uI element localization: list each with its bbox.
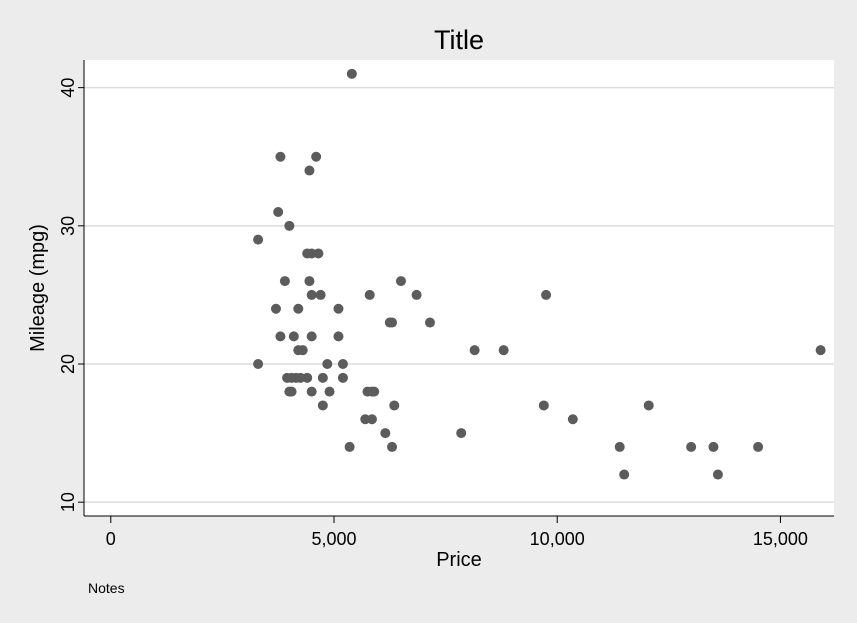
data-point bbox=[686, 441, 697, 452]
data-point bbox=[322, 359, 333, 369]
data-point bbox=[411, 289, 422, 300]
data-point bbox=[395, 276, 406, 287]
data-point bbox=[643, 400, 654, 411]
x-tick-label: 5,000 bbox=[311, 529, 356, 549]
data-point bbox=[306, 386, 317, 397]
data-point bbox=[253, 359, 264, 369]
data-point bbox=[619, 469, 630, 480]
x-tick-label: 15,000 bbox=[753, 529, 808, 549]
data-point bbox=[279, 276, 290, 287]
data-point bbox=[541, 289, 552, 300]
data-point bbox=[313, 248, 324, 259]
data-point bbox=[614, 441, 625, 452]
data-point bbox=[306, 331, 317, 342]
data-point bbox=[538, 400, 549, 411]
data-point bbox=[469, 345, 480, 356]
grid-lines bbox=[84, 86, 834, 503]
data-point bbox=[333, 303, 344, 314]
data-point bbox=[337, 372, 348, 383]
y-tick-label: 30 bbox=[58, 216, 78, 236]
data-point bbox=[815, 345, 826, 356]
data-point bbox=[304, 276, 315, 287]
data-point bbox=[275, 331, 286, 342]
data-point bbox=[708, 441, 719, 452]
data-point bbox=[712, 469, 723, 480]
data-point bbox=[498, 345, 509, 356]
data-point bbox=[317, 372, 328, 383]
data-point bbox=[380, 428, 391, 439]
x-tick-label: 10,000 bbox=[530, 529, 585, 549]
axis-ticks: 10 20 30 40 0 5,000 10,000 15,000 bbox=[58, 78, 808, 549]
data-point bbox=[456, 428, 467, 439]
x-tick-label: 0 bbox=[106, 529, 116, 549]
data-point bbox=[293, 303, 304, 314]
data-point bbox=[253, 234, 264, 245]
data-point bbox=[424, 317, 435, 328]
data-point bbox=[288, 331, 299, 342]
y-axis-title: Mileage (mpg) bbox=[27, 224, 49, 352]
data-point bbox=[311, 151, 322, 162]
data-point bbox=[297, 345, 308, 356]
data-point bbox=[337, 359, 348, 369]
data-point bbox=[284, 220, 295, 231]
data-point bbox=[369, 386, 380, 397]
data-point bbox=[273, 207, 284, 217]
y-tick-label: 20 bbox=[58, 354, 78, 374]
x-axis-title: Price bbox=[436, 549, 482, 571]
plot-area bbox=[84, 60, 834, 516]
data-point bbox=[366, 414, 377, 425]
data-point bbox=[364, 289, 375, 300]
data-point bbox=[753, 441, 764, 452]
y-tick-label: 40 bbox=[58, 78, 78, 98]
chart-title: Title bbox=[434, 25, 484, 55]
data-point bbox=[275, 151, 286, 162]
chart-note: Notes bbox=[88, 580, 125, 596]
data-points bbox=[253, 68, 826, 480]
data-point bbox=[317, 400, 328, 411]
data-point bbox=[344, 441, 355, 452]
data-point bbox=[304, 165, 315, 176]
data-point bbox=[306, 289, 317, 300]
y-tick-label: 10 bbox=[58, 492, 78, 512]
data-point bbox=[286, 386, 297, 397]
data-point bbox=[346, 68, 357, 79]
data-point bbox=[270, 303, 281, 314]
data-point bbox=[315, 289, 326, 300]
data-point bbox=[333, 331, 344, 342]
data-point bbox=[389, 400, 400, 411]
data-point bbox=[387, 317, 398, 328]
data-point bbox=[324, 386, 335, 397]
data-point bbox=[567, 414, 578, 425]
data-point bbox=[387, 441, 398, 452]
data-point bbox=[302, 372, 313, 383]
